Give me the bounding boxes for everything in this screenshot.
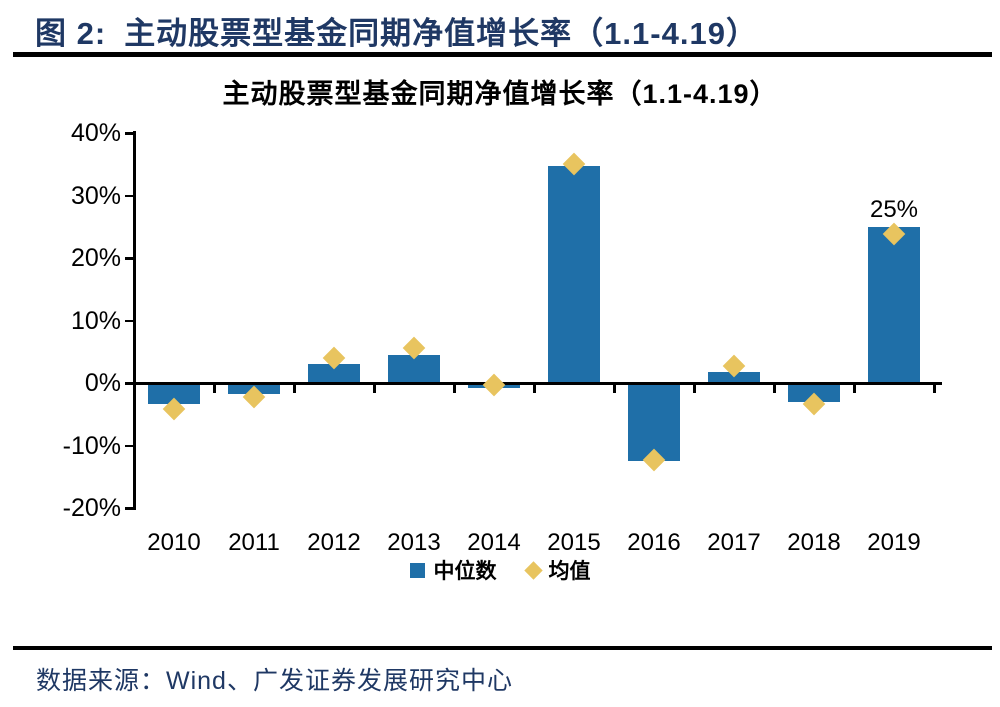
- y-tick-label-40: 40%: [70, 119, 121, 147]
- y-axis-line: [133, 131, 136, 510]
- legend-item-mean: 均值: [523, 555, 591, 585]
- figure-caption: 图 2: 主动股票型基金同期净值增长率（1.1-4.19）: [35, 8, 758, 53]
- data-source: 数据来源：Wind、广发证券发展研究中心: [36, 667, 513, 695]
- x-tick-label-2013: 2013: [387, 529, 441, 556]
- x-tick-label-2016: 2016: [627, 529, 681, 556]
- y-axis-tick: [125, 444, 134, 447]
- bar-value-label-2019: 25%: [869, 195, 919, 223]
- mean-diamond-icon: [523, 560, 543, 580]
- figure-label: 图 2:: [35, 16, 107, 51]
- x-tick-label-2018: 2018: [787, 529, 841, 556]
- x-axis-tick: [133, 384, 136, 393]
- x-axis-tick: [613, 384, 616, 393]
- mean-marker-2014: [482, 373, 506, 397]
- x-axis-tick: [533, 384, 536, 393]
- y-tick-label--20: -20%: [62, 494, 121, 522]
- legend-label: 均值: [548, 560, 591, 583]
- chart-legend: 中位数 均值: [0, 555, 1000, 585]
- x-tick-label-2011: 2011: [228, 529, 280, 556]
- bar-2012: [308, 363, 360, 383]
- figure-caption-title: 主动股票型基金同期净值增长率（1.1-4.19）: [124, 16, 758, 51]
- x-axis-tick: [373, 384, 376, 393]
- y-axis-tick: [125, 382, 134, 385]
- x-axis-tick: [453, 384, 456, 393]
- y-tick-label-10: 10%: [70, 306, 121, 335]
- x-axis-tick: [933, 384, 936, 393]
- y-axis-tick: [125, 194, 134, 197]
- median-square-icon: [409, 562, 425, 578]
- x-axis-tick: [213, 384, 216, 393]
- y-tick-label--10: -10%: [62, 431, 121, 460]
- y-axis-tick: [125, 257, 134, 260]
- x-tick-label-2010: 2010: [147, 529, 201, 556]
- y-axis-tick: [125, 507, 134, 510]
- y-tick-label-0: 0%: [84, 369, 121, 397]
- x-tick-label-2012: 2012: [307, 529, 361, 556]
- x-axis-tick: [773, 384, 776, 393]
- y-tick-label-30: 30%: [70, 181, 121, 210]
- y-axis-tick: [125, 132, 134, 135]
- bar-2016: [628, 383, 680, 461]
- x-tick-label-2014: 2014: [467, 529, 521, 556]
- bar-2013: [388, 354, 440, 383]
- bar-2017: [708, 371, 760, 383]
- bar-2015: [548, 165, 600, 383]
- bar-2010: [148, 383, 200, 405]
- footer-divider: [13, 646, 992, 650]
- x-axis-line: [130, 381, 942, 385]
- x-axis-tick: [853, 384, 856, 393]
- x-tick-label-2019: 2019: [867, 529, 921, 556]
- x-axis-tick: [693, 384, 696, 393]
- y-axis-tick: [125, 319, 134, 322]
- legend-item-median: 中位数: [409, 555, 497, 585]
- x-tick-label-2015: 2015: [547, 529, 601, 556]
- x-tick-label-2017: 2017: [707, 529, 761, 556]
- x-axis-tick: [293, 384, 296, 393]
- chart-title: 主动股票型基金同期净值增长率（1.1-4.19）: [222, 79, 778, 109]
- legend-label: 中位数: [433, 560, 497, 583]
- y-tick-label-20: 20%: [70, 244, 121, 272]
- bar-2019: [868, 226, 920, 383]
- header-divider: [13, 52, 992, 57]
